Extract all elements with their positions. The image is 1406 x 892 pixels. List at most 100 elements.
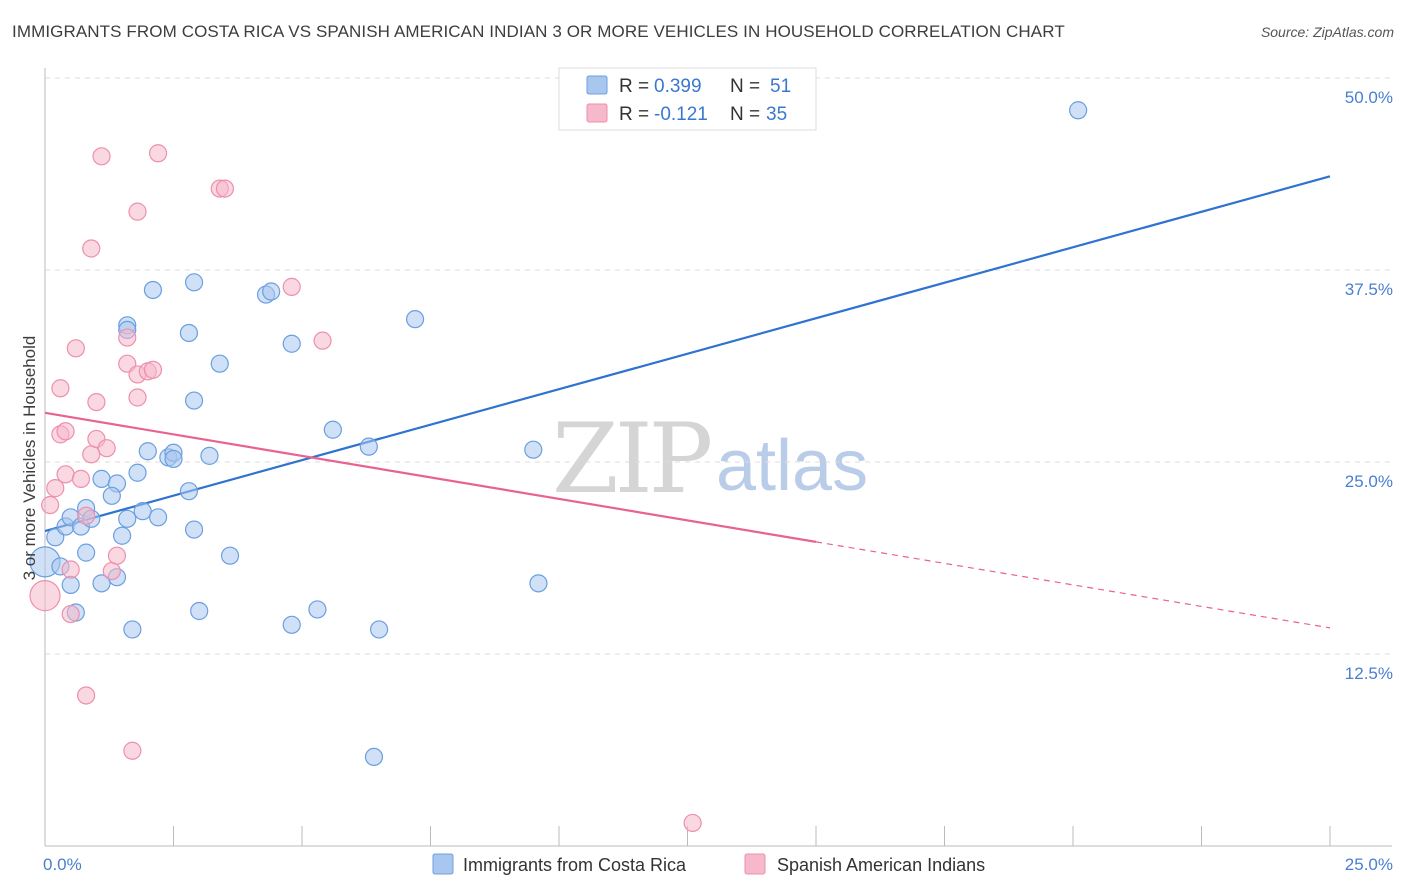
point-costa-rica: [143, 280, 163, 300]
legend-r-value: -0.121: [654, 104, 708, 125]
point-spanish-american: [29, 580, 61, 612]
y-tick-label: 37.5%: [1345, 280, 1393, 299]
point-spanish-american: [82, 239, 101, 258]
point-spanish-american: [97, 439, 116, 458]
series-label-costa-rica: Immigrants from Costa Rica: [463, 855, 687, 875]
series-swatch-pink: [744, 853, 766, 875]
point-costa-rica: [123, 620, 142, 639]
point-costa-rica: [184, 391, 204, 410]
point-costa-rica: [102, 486, 121, 505]
point-spanish-american: [282, 277, 301, 296]
point-spanish-american: [46, 479, 65, 498]
grid: [45, 77, 1392, 655]
point-costa-rica: [92, 469, 111, 488]
point-spanish-american: [66, 339, 85, 358]
point-costa-rica: [112, 526, 132, 545]
point-spanish-american: [56, 465, 75, 484]
point-costa-rica: [364, 747, 384, 767]
point-spanish-american: [102, 561, 121, 581]
point-costa-rica: [262, 282, 281, 301]
point-spanish-american: [87, 392, 106, 412]
watermark-zip: ZIP: [552, 403, 711, 515]
point-spanish-american: [118, 328, 137, 347]
point-spanish-american: [92, 147, 111, 166]
series-legend: Immigrants from Costa Rica Spanish Ameri…: [432, 853, 985, 875]
point-costa-rica: [184, 273, 204, 292]
point-costa-rica: [164, 449, 183, 469]
watermark: ZIP atlas: [552, 403, 868, 515]
legend-r-value: 0.399: [654, 76, 702, 97]
point-spanish-american: [71, 469, 91, 488]
point-spanish-american: [61, 604, 80, 624]
point-costa-rica: [200, 446, 219, 465]
point-spanish-american: [215, 179, 234, 198]
trend-line-spanish-american: [44, 411, 817, 543]
watermark-atlas: atlas: [716, 426, 868, 506]
point-costa-rica: [370, 620, 389, 639]
point-costa-rica: [359, 437, 378, 456]
point-costa-rica: [210, 354, 229, 373]
point-costa-rica: [133, 502, 152, 521]
point-costa-rica: [92, 574, 111, 593]
point-costa-rica: [61, 575, 80, 594]
point-costa-rica: [405, 310, 425, 329]
point-costa-rica: [323, 420, 342, 439]
point-costa-rica: [128, 463, 147, 482]
point-costa-rica: [118, 509, 137, 528]
point-spanish-american: [77, 506, 96, 525]
point-costa-rica: [148, 508, 168, 527]
point-costa-rica: [77, 543, 96, 562]
y-tick-label: 50.0%: [1345, 88, 1393, 107]
legend-n-label: N =: [730, 76, 760, 97]
point-spanish-american: [61, 560, 80, 579]
point-spanish-american: [51, 379, 70, 398]
trend-line-extension: [815, 541, 1331, 629]
point-costa-rica: [1069, 101, 1088, 120]
point-costa-rica: [308, 600, 327, 619]
trend-line-costa-rica: [44, 175, 1331, 533]
point-costa-rica: [220, 546, 240, 565]
legend-r-label: R =: [619, 104, 649, 125]
x-tick-label: 25.0%: [1345, 855, 1393, 874]
point-spanish-american: [107, 546, 127, 565]
point-costa-rica: [179, 323, 199, 343]
point-spanish-american: [313, 331, 332, 350]
y-axis-label: 3 or more Vehicles in Household: [20, 336, 39, 581]
point-spanish-american: [77, 686, 96, 705]
correlation-legend: R = 0.399 N = 51 R = -0.121 N = 35: [558, 67, 817, 131]
legend-r-label: R =: [619, 76, 649, 97]
y-tick-label: 12.5%: [1345, 664, 1393, 683]
source-credit: Source: ZipAtlas.com: [1260, 24, 1394, 40]
point-costa-rica: [529, 574, 548, 593]
legend-swatch-pink: [586, 103, 608, 123]
chart-title: IMMIGRANTS FROM COSTA RICA VS SPANISH AM…: [12, 22, 1065, 41]
x-tick-label: 0.0%: [43, 855, 82, 874]
trend-lines: [44, 175, 1331, 629]
point-costa-rica: [179, 482, 199, 501]
point-spanish-american: [56, 422, 75, 441]
point-costa-rica: [524, 440, 543, 459]
axes: 12.5% 25.0% 37.5% 50.0% 0.0% 25.0%: [43, 68, 1393, 874]
legend-n-label: N =: [730, 104, 760, 125]
data-points: [29, 101, 1088, 833]
legend-swatch-blue: [586, 75, 608, 95]
point-spanish-american: [128, 388, 147, 407]
point-spanish-american: [128, 202, 147, 221]
point-spanish-american: [82, 445, 101, 464]
y-tick-label: 25.0%: [1345, 472, 1393, 491]
point-spanish-american: [148, 144, 168, 163]
series-label-spanish-american: Spanish American Indians: [777, 855, 985, 875]
point-costa-rica: [282, 615, 301, 634]
point-spanish-american: [41, 495, 60, 515]
point-costa-rica: [138, 442, 157, 461]
point-costa-rica: [184, 520, 204, 539]
series-swatch-blue: [432, 853, 454, 875]
point-spanish-american: [683, 813, 702, 833]
point-costa-rica: [282, 334, 301, 353]
point-spanish-american: [123, 741, 142, 760]
legend-n-value: 51: [770, 76, 791, 97]
legend-n-value: 35: [766, 104, 787, 125]
point-costa-rica: [190, 601, 209, 621]
point-spanish-american: [143, 360, 163, 379]
